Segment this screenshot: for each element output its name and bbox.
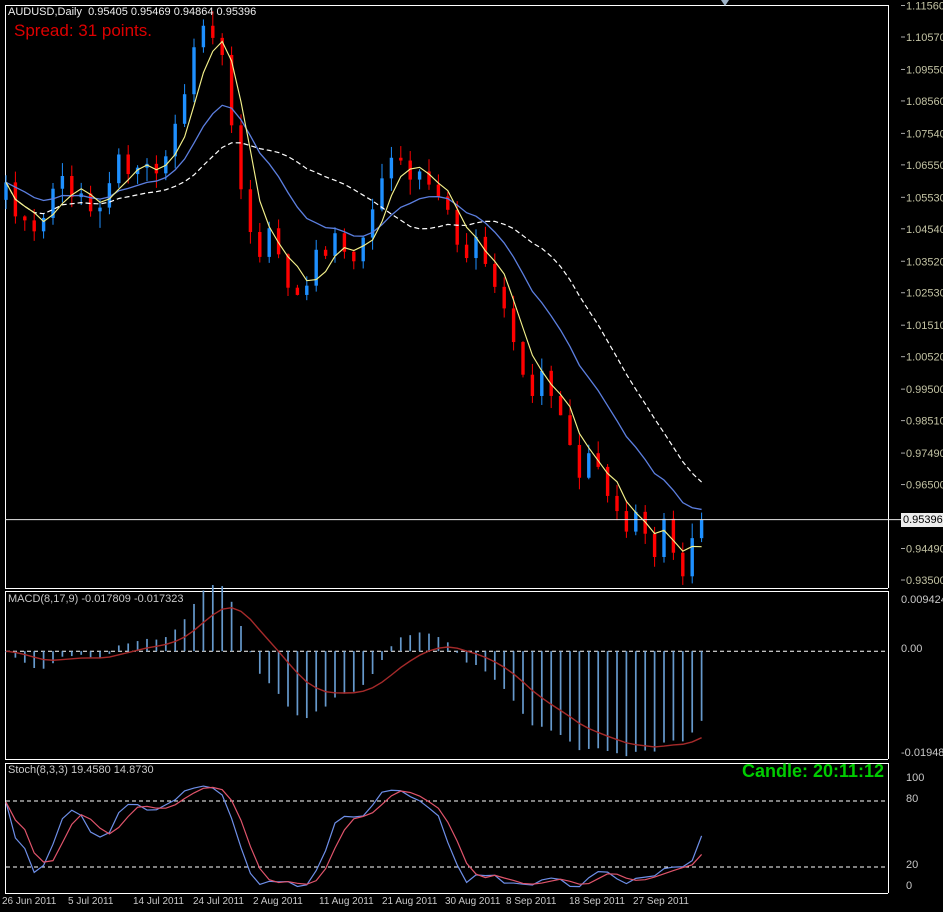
svg-text:1.01510: 1.01510 [906, 320, 943, 332]
svg-text:1.02530: 1.02530 [906, 288, 943, 300]
svg-text:1.09550: 1.09550 [906, 64, 943, 76]
svg-text:1.05530: 1.05530 [906, 192, 943, 204]
svg-text:1.11560: 1.11560 [906, 1, 943, 13]
svg-text:0.98510: 0.98510 [906, 416, 943, 428]
svg-text:1.07540: 1.07540 [906, 128, 943, 140]
svg-text:0.97490: 0.97490 [906, 448, 943, 460]
svg-text:0.96500: 0.96500 [906, 480, 943, 492]
svg-text:1.06550: 1.06550 [906, 160, 943, 172]
svg-text:0.99500: 0.99500 [906, 384, 943, 396]
svg-text:1.10570: 1.10570 [906, 32, 943, 44]
svg-text:1.00520: 1.00520 [906, 352, 943, 364]
svg-text:0.94490: 0.94490 [906, 544, 943, 556]
svg-text:0.93500: 0.93500 [906, 575, 943, 587]
svg-text:1.08560: 1.08560 [906, 96, 943, 108]
svg-text:1.04540: 1.04540 [906, 224, 943, 236]
svg-text:1.03520: 1.03520 [906, 256, 943, 268]
